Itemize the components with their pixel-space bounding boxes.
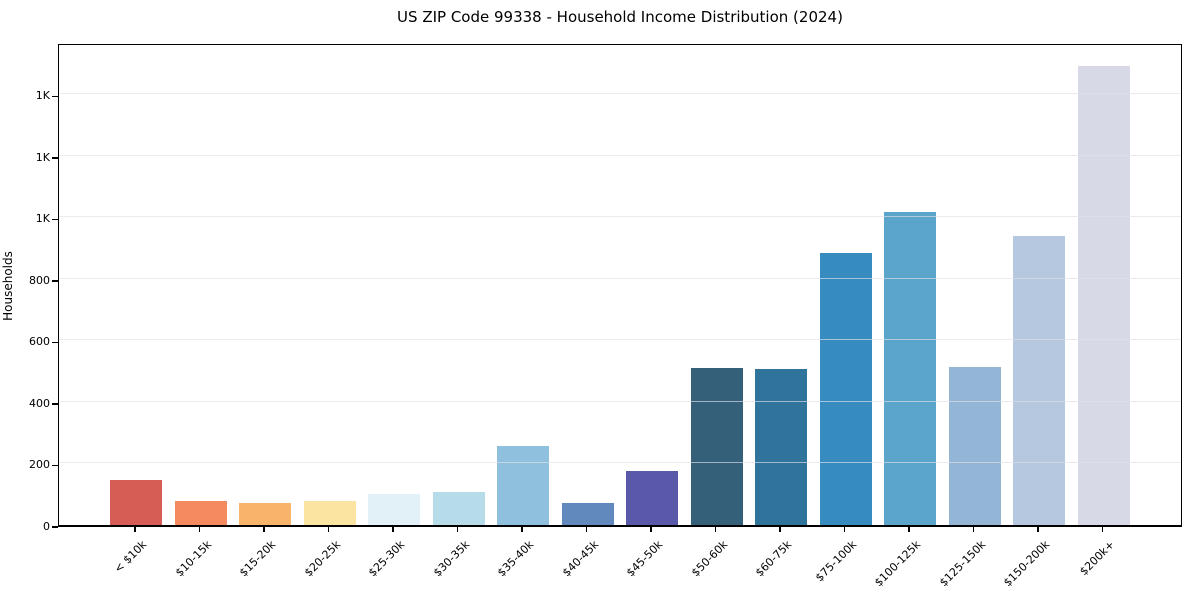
x-tick-label-$40-45k: $40-45k <box>559 538 601 580</box>
y-tick-mark <box>52 95 58 98</box>
x-tick-label-$20-25k: $20-25k <box>301 538 343 580</box>
x-tick-label-$50-60k: $50-60k <box>688 538 730 580</box>
x-tick-label-$200k+: $200k+ <box>1076 538 1117 579</box>
x-tick-mark <box>456 527 459 532</box>
x-tick-mark <box>972 527 975 532</box>
gridline-1400 <box>59 93 1181 95</box>
bar-$60-75k <box>755 368 807 525</box>
x-tick-label-$10-15k: $10-15k <box>172 538 214 580</box>
bar-$45-50k <box>626 471 678 525</box>
y-tick-label: 1K <box>35 212 50 226</box>
bar-$40-45k <box>561 502 614 525</box>
plot-area <box>58 44 1182 527</box>
y-tick-label: 1K <box>35 89 50 103</box>
y-tick-label: 600 <box>29 335 50 349</box>
gridline-1000 <box>59 216 1181 218</box>
x-tick-mark <box>779 527 781 532</box>
x-tick-mark <box>1037 527 1039 532</box>
y-tick-label: 800 <box>29 273 50 287</box>
bar-$30-35k <box>432 491 485 525</box>
x-tick-mark <box>908 527 910 532</box>
x-tick-mark <box>1101 527 1104 532</box>
x-tick-label-$100-125k: $100-125k <box>872 538 924 590</box>
x-tick-label-$30-35k: $30-35k <box>430 538 472 580</box>
y-tick-mark <box>52 218 58 221</box>
gridline-1200 <box>59 154 1181 156</box>
x-tick-label-$125-150k: $125-150k <box>936 538 988 590</box>
y-tick-mark <box>52 341 58 344</box>
bar-$10-15k <box>174 501 227 525</box>
x-tick-mark <box>714 527 717 532</box>
bar-$150-200k <box>1013 236 1065 525</box>
x-tick-label-< $10k: < $10k <box>111 538 150 576</box>
x-tick-label-$35-40k: $35-40k <box>494 538 537 580</box>
bar-$200k+ <box>1077 66 1130 525</box>
x-tick-mark <box>392 527 394 532</box>
bar-$20-25k <box>303 501 356 525</box>
bar-$25-30k <box>368 494 420 525</box>
x-tick-label-$45-50k: $45-50k <box>623 538 666 580</box>
y-tick-mark <box>52 280 58 282</box>
bar-< $10k <box>110 480 162 525</box>
x-tick-label-$15-20k: $15-20k <box>236 538 279 580</box>
x-tick-mark <box>521 527 523 532</box>
y-tick-mark <box>52 464 58 467</box>
y-tick-mark <box>52 403 58 405</box>
gridline-600 <box>59 339 1181 341</box>
bar-$75-100k <box>819 253 872 525</box>
y-tick-mark <box>52 526 58 528</box>
x-tick-label-$150-200k: $150-200k <box>1001 538 1053 590</box>
y-tick-label: 200 <box>29 458 50 472</box>
y-tick-mark <box>52 157 58 159</box>
x-tick-label-$75-100k: $75-100k <box>812 538 859 585</box>
gridline-400 <box>59 400 1181 402</box>
bar-$15-20k <box>239 503 291 525</box>
x-tick-label-$25-30k: $25-30k <box>365 538 408 580</box>
gridline-200 <box>59 462 1181 464</box>
chart-title: US ZIP Code 99338 - Household Income Dis… <box>397 8 843 26</box>
y-tick-label: 1K <box>35 150 50 164</box>
x-tick-mark <box>263 527 265 532</box>
bar-$50-60k <box>690 368 743 525</box>
x-tick-mark <box>650 527 652 532</box>
x-tick-mark <box>585 527 588 532</box>
y-tick-label: 0 <box>43 520 50 533</box>
x-tick-label-$60-75k: $60-75k <box>752 538 795 580</box>
bar-$100-125k <box>884 212 936 525</box>
bar-$125-150k <box>948 366 1001 525</box>
x-tick-mark <box>327 527 330 532</box>
x-tick-mark <box>134 527 136 532</box>
x-tick-mark <box>198 527 201 532</box>
y-tick-label: 400 <box>29 396 50 410</box>
gridline-800 <box>59 277 1181 279</box>
x-tick-mark <box>843 527 846 532</box>
bar-$35-40k <box>497 445 549 525</box>
